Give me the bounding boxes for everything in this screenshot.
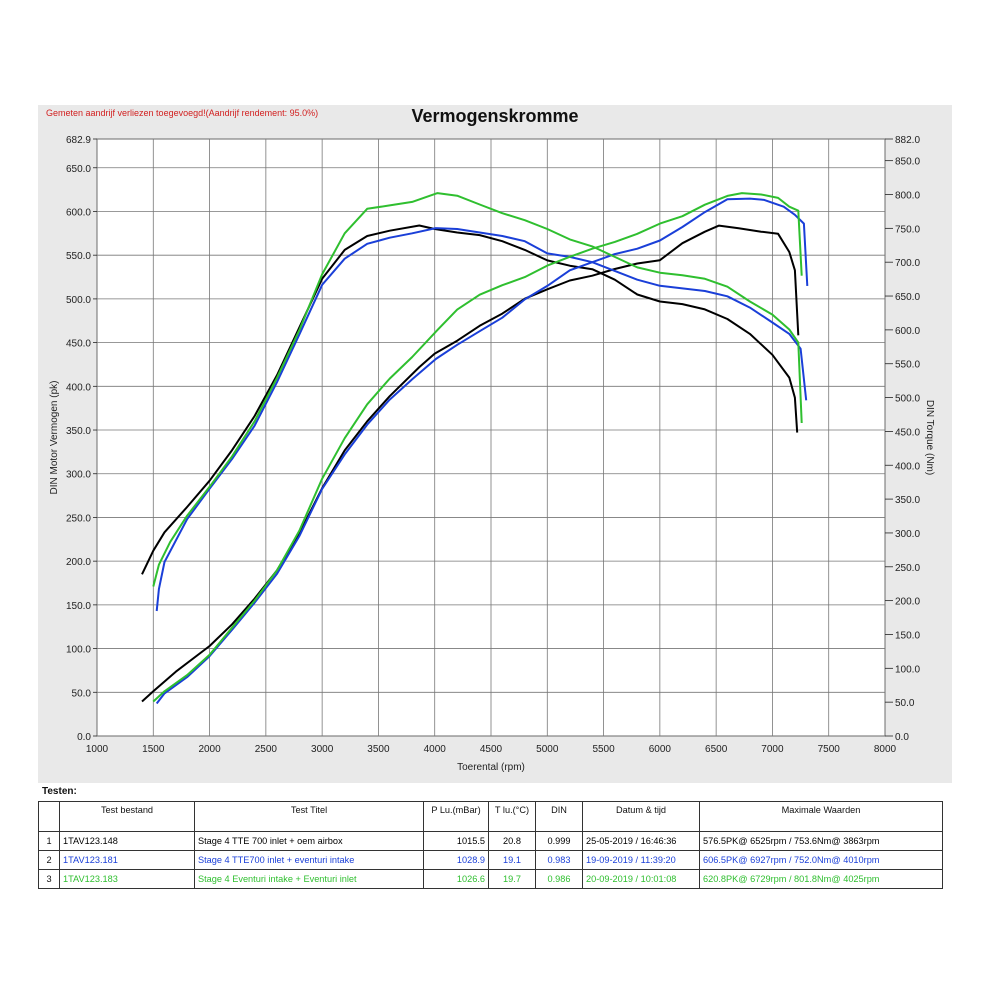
row-pressure: 1028.9 bbox=[423, 850, 489, 870]
y-left-tick-label: 100.0 bbox=[66, 645, 91, 656]
y-right-tick-label: 50.0 bbox=[895, 698, 915, 709]
row-test-title: Stage 4 TTE 700 inlet + oem airbox bbox=[194, 831, 424, 851]
row-index: 3 bbox=[38, 869, 60, 889]
row-temperature: 20.8 bbox=[488, 831, 536, 851]
row-pressure: 1015.5 bbox=[423, 831, 489, 851]
x-tick-label: 4000 bbox=[424, 744, 447, 755]
y-right-tick-label: 100.0 bbox=[895, 664, 920, 675]
tests-header-row: Test bestand Test Titel P Lu.(mBar) T lu… bbox=[38, 801, 943, 832]
x-tick-label: 2000 bbox=[198, 744, 221, 755]
y-right-tick-label: 150.0 bbox=[895, 630, 920, 641]
row-test-file: 1TAV123.148 bbox=[59, 831, 195, 851]
y-right-tick-label: 350.0 bbox=[895, 495, 920, 506]
col-temperature: T lu.(°C) bbox=[488, 801, 536, 832]
y-right-tick-label: 850.0 bbox=[895, 157, 920, 168]
power-line-series-2 bbox=[155, 227, 808, 612]
y-right-tick-label: 300.0 bbox=[895, 529, 920, 540]
power-line-series-3 bbox=[152, 192, 803, 587]
x-tick-label: 1500 bbox=[142, 744, 165, 755]
row-datetime: 19-09-2019 / 11:39:20 bbox=[582, 850, 700, 870]
table-row[interactable]: 2 1TAV123.181 Stage 4 TTE700 inlet + event… bbox=[38, 850, 943, 870]
row-max-values: 620.8PK@ 6729rpm / 801.8Nm@ 4025rpm bbox=[699, 869, 943, 889]
y-right-tick-label: 200.0 bbox=[895, 597, 920, 608]
y-right-tick-label: 550.0 bbox=[895, 360, 920, 371]
y-right-tick-label: 882.0 bbox=[895, 135, 920, 146]
y-left-tick-label: 250.0 bbox=[66, 513, 91, 524]
table-row[interactable]: 3 1TAV123.183 Stage 4 Eventuri intake + Ev… bbox=[38, 869, 943, 889]
y-right-tick-label: 250.0 bbox=[895, 563, 920, 574]
x-tick-label: 5000 bbox=[536, 744, 559, 755]
y-right-tick-label: 700.0 bbox=[895, 258, 920, 269]
power-torque-chart: 1000 1500 2000 2500 3000 3500 4000 4500 5000 5500… bbox=[49, 135, 935, 773]
x-tick-label: 2500 bbox=[255, 744, 278, 755]
row-max-values: 576.5PK@ 6525rpm / 753.6Nm@ 3863rpm bbox=[699, 831, 943, 851]
drive-loss-note: Gemeten aandrijf verliezen toegevoegd!(A… bbox=[46, 108, 319, 118]
y-left-tick-label: 400.0 bbox=[66, 382, 91, 393]
tests-label: Testen: bbox=[42, 786, 77, 797]
y-left-tick-label: 0.0 bbox=[77, 732, 91, 743]
col-max-values: Maximale Waarden bbox=[699, 801, 943, 832]
y-right-tick-label: 400.0 bbox=[895, 461, 920, 472]
x-tick-label: 6000 bbox=[649, 744, 672, 755]
row-temperature: 19.1 bbox=[488, 850, 536, 870]
col-pressure: P Lu.(mBar) bbox=[423, 801, 489, 832]
y-left-tick-label: 450.0 bbox=[66, 339, 91, 350]
x-tick-label: 3500 bbox=[367, 744, 390, 755]
col-datetime: Datum & tijd bbox=[582, 801, 700, 832]
power-line-series-1 bbox=[141, 224, 799, 575]
y-right-axis-label: DIN Torque (Nm) bbox=[924, 400, 935, 475]
y-left-tick-label: 650.0 bbox=[66, 164, 91, 175]
row-temperature: 19.7 bbox=[488, 869, 536, 889]
row-din: 0.983 bbox=[535, 850, 583, 870]
y-left-tick-label: 200.0 bbox=[66, 557, 91, 568]
y-right-tick-label: 800.0 bbox=[895, 191, 920, 202]
row-din: 0.999 bbox=[535, 831, 583, 851]
y-left-tick-label: 150.0 bbox=[66, 601, 91, 612]
y-left-tick-label: 50.0 bbox=[72, 688, 92, 699]
row-datetime: 25-05-2019 / 16:46:36 bbox=[582, 831, 700, 851]
y-left-tick-label: 300.0 bbox=[66, 470, 91, 481]
y-left-axis-label: DIN Motor Vermogen (pk) bbox=[49, 381, 60, 495]
chart-panel: Gemeten aandrijf verliezen toegevoegd!(A… bbox=[38, 105, 952, 783]
x-tick-label: 3000 bbox=[311, 744, 334, 755]
x-tick-label: 7500 bbox=[818, 744, 841, 755]
row-index: 2 bbox=[38, 850, 60, 870]
row-test-title: Stage 4 Eventuri intake + Eventuri inlet bbox=[194, 869, 424, 889]
y-right-tick-label: 450.0 bbox=[895, 427, 920, 438]
y-right-tick-label: 600.0 bbox=[895, 326, 920, 337]
y-left-tick-label: 500.0 bbox=[66, 295, 91, 306]
x-tick-label: 5500 bbox=[592, 744, 615, 755]
x-tick-label: 4500 bbox=[480, 744, 503, 755]
y-left-tick-label: 600.0 bbox=[66, 207, 91, 218]
x-tick-label: 1000 bbox=[86, 744, 109, 755]
row-index: 1 bbox=[38, 831, 60, 851]
torque-line-series-3 bbox=[152, 192, 803, 703]
x-tick-label: 8000 bbox=[874, 744, 897, 755]
table-row[interactable]: 1 1TAV123.148 Stage 4 TTE 700 inlet + oem … bbox=[38, 831, 943, 851]
y-left-tick-label: 550.0 bbox=[66, 251, 91, 262]
y-left-tick-label: 682.9 bbox=[66, 135, 91, 146]
chart-title: Vermogenskromme bbox=[411, 106, 579, 126]
tests-table: Test bestand Test Titel P Lu.(mBar) T lu… bbox=[38, 801, 943, 889]
y-left-tick-label: 350.0 bbox=[66, 426, 91, 437]
col-din: DIN bbox=[535, 801, 583, 832]
y-right-tick-label: 500.0 bbox=[895, 394, 920, 405]
row-datetime: 20-09-2019 / 10:01:08 bbox=[582, 869, 700, 889]
row-pressure: 1026.6 bbox=[423, 869, 489, 889]
row-test-title: Stage 4 TTE700 inlet + eventuri intake bbox=[194, 850, 424, 870]
x-axis-label: Toerental (rpm) bbox=[457, 762, 525, 773]
col-test-title: Test Titel bbox=[194, 801, 424, 832]
row-test-file: 1TAV123.183 bbox=[59, 869, 195, 889]
x-tick-label: 6500 bbox=[705, 744, 728, 755]
y-right-tick-label: 650.0 bbox=[895, 292, 920, 303]
row-din: 0.986 bbox=[535, 869, 583, 889]
y-right-tick-label: 0.0 bbox=[895, 732, 909, 743]
col-test-file: Test bestand bbox=[59, 801, 195, 832]
col-index bbox=[38, 801, 60, 832]
row-test-file: 1TAV123.181 bbox=[59, 850, 195, 870]
row-max-values: 606.5PK@ 6927rpm / 752.0Nm@ 4010rpm bbox=[699, 850, 943, 870]
x-tick-label: 7000 bbox=[761, 744, 784, 755]
y-right-tick-label: 750.0 bbox=[895, 224, 920, 235]
torque-line-series-2 bbox=[155, 197, 809, 705]
